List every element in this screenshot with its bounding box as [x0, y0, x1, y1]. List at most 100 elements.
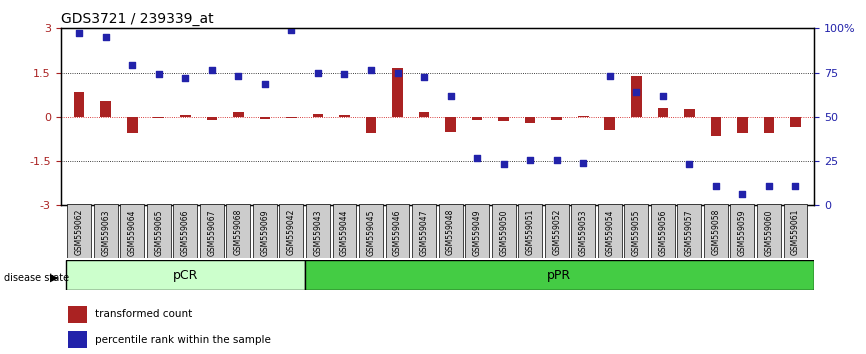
Bar — [445, 117, 456, 132]
FancyBboxPatch shape — [412, 204, 436, 258]
Text: GSM559069: GSM559069 — [261, 209, 269, 256]
FancyBboxPatch shape — [333, 204, 357, 258]
Text: GSM559052: GSM559052 — [553, 209, 561, 256]
Point — [630, 89, 643, 95]
Text: GSM559058: GSM559058 — [711, 209, 721, 256]
FancyBboxPatch shape — [784, 204, 807, 258]
Bar — [684, 109, 695, 117]
Text: GSM559066: GSM559066 — [181, 209, 190, 256]
Point — [99, 34, 113, 40]
FancyBboxPatch shape — [624, 204, 649, 258]
Point — [285, 27, 299, 33]
Point — [603, 73, 617, 78]
Bar — [711, 117, 721, 136]
Text: GSM559054: GSM559054 — [605, 209, 614, 256]
FancyBboxPatch shape — [518, 204, 542, 258]
Text: GSM559042: GSM559042 — [287, 209, 296, 256]
Bar — [472, 117, 482, 120]
FancyBboxPatch shape — [465, 204, 489, 258]
Point — [391, 70, 404, 75]
Text: GSM559062: GSM559062 — [74, 209, 84, 256]
Text: GSM559051: GSM559051 — [526, 209, 534, 256]
Text: GSM559057: GSM559057 — [685, 209, 694, 256]
Bar — [657, 108, 669, 117]
FancyBboxPatch shape — [677, 204, 701, 258]
Text: GSM559043: GSM559043 — [313, 209, 322, 256]
Text: GSM559063: GSM559063 — [101, 209, 110, 256]
Bar — [737, 117, 747, 133]
FancyBboxPatch shape — [280, 204, 303, 258]
Bar — [604, 117, 615, 130]
Point — [126, 62, 139, 68]
Point — [338, 71, 352, 77]
Point — [364, 67, 378, 73]
FancyBboxPatch shape — [147, 204, 171, 258]
Bar — [419, 113, 430, 117]
Bar — [206, 117, 217, 120]
Bar — [153, 117, 164, 118]
Point — [709, 183, 723, 189]
FancyBboxPatch shape — [120, 204, 144, 258]
Point — [550, 157, 564, 162]
Text: GSM559060: GSM559060 — [765, 209, 773, 256]
Point — [72, 30, 86, 36]
Bar — [100, 101, 111, 117]
FancyBboxPatch shape — [68, 204, 91, 258]
Bar — [286, 117, 297, 118]
Bar — [525, 117, 535, 123]
Text: GSM559065: GSM559065 — [154, 209, 164, 256]
Bar — [180, 115, 191, 117]
Bar — [498, 117, 509, 121]
FancyBboxPatch shape — [439, 204, 462, 258]
Point — [576, 160, 590, 165]
Point — [205, 67, 219, 73]
Text: GSM559050: GSM559050 — [499, 209, 508, 256]
Point — [762, 183, 776, 189]
Bar — [68, 331, 87, 348]
Bar — [127, 117, 138, 133]
FancyBboxPatch shape — [731, 204, 754, 258]
FancyBboxPatch shape — [572, 204, 595, 258]
Point — [789, 183, 803, 189]
FancyBboxPatch shape — [94, 204, 118, 258]
FancyBboxPatch shape — [704, 204, 727, 258]
FancyBboxPatch shape — [545, 204, 569, 258]
Text: percentile rank within the sample: percentile rank within the sample — [94, 335, 270, 345]
Text: GSM559046: GSM559046 — [393, 209, 402, 256]
Point — [231, 73, 245, 78]
Text: GSM559068: GSM559068 — [234, 209, 242, 256]
FancyBboxPatch shape — [305, 260, 814, 290]
Point — [417, 74, 431, 80]
Text: transformed count: transformed count — [94, 309, 191, 319]
FancyBboxPatch shape — [359, 204, 383, 258]
FancyBboxPatch shape — [66, 260, 305, 290]
Text: GSM559045: GSM559045 — [366, 209, 376, 256]
Point — [656, 93, 669, 99]
Bar — [74, 92, 85, 117]
Text: GSM559059: GSM559059 — [738, 209, 746, 256]
Bar — [313, 114, 323, 117]
Text: GSM559049: GSM559049 — [473, 209, 481, 256]
Text: ▶: ▶ — [50, 273, 59, 283]
Point — [258, 81, 272, 87]
Text: disease state: disease state — [4, 273, 69, 283]
FancyBboxPatch shape — [306, 204, 330, 258]
Point — [497, 161, 511, 167]
FancyBboxPatch shape — [173, 204, 197, 258]
Point — [152, 71, 165, 77]
FancyBboxPatch shape — [385, 204, 410, 258]
FancyBboxPatch shape — [598, 204, 622, 258]
Text: GSM559067: GSM559067 — [207, 209, 216, 256]
FancyBboxPatch shape — [757, 204, 781, 258]
Bar — [365, 117, 377, 133]
Text: GSM559053: GSM559053 — [578, 209, 588, 256]
FancyBboxPatch shape — [651, 204, 675, 258]
Bar — [392, 68, 403, 117]
Point — [523, 157, 537, 162]
Bar — [764, 117, 774, 133]
Text: pCR: pCR — [172, 269, 198, 282]
Bar — [552, 117, 562, 120]
Point — [682, 161, 696, 167]
Point — [178, 76, 192, 81]
Bar — [260, 117, 270, 119]
